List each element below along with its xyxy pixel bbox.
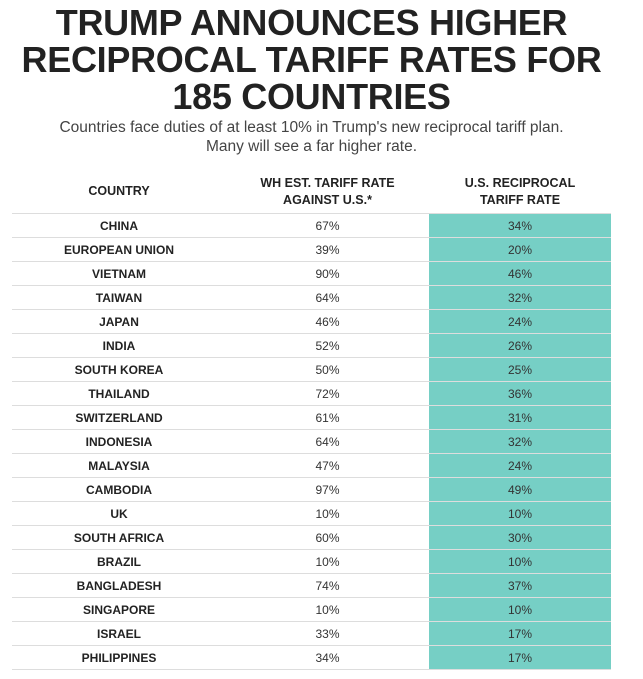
page-title: TRUMP ANNOUNCES HIGHER RECIPROCAL TARIFF…	[0, 4, 623, 115]
title-line-2: RECIPROCAL TARIFF RATES FOR	[21, 39, 602, 80]
cell-country: CAMBODIA	[86, 482, 152, 497]
cell-country: THAILAND	[88, 386, 150, 401]
cell-us-rate: 10%	[429, 502, 611, 525]
cell-us-rate: 30%	[429, 526, 611, 549]
table-row: UK 10% 10%	[12, 502, 611, 526]
table-row: ISRAEL 33% 17%	[12, 622, 611, 646]
cell-wh-rate: 46%	[315, 314, 340, 329]
table-row: MALAYSIA 47% 24%	[12, 454, 611, 478]
table-row: SOUTH KOREA 50% 25%	[12, 358, 611, 382]
cell-us-rate: 36%	[429, 382, 611, 405]
cell-country: SINGAPORE	[82, 602, 155, 617]
table-header-row: COUNTRY WH EST. TARIFF RATE AGAINST U.S.…	[12, 170, 611, 214]
table-row: BANGLADESH 74% 37%	[12, 574, 611, 598]
cell-wh-rate: 64%	[315, 290, 340, 305]
cell-wh-rate: 33%	[315, 626, 340, 641]
cell-country: JAPAN	[99, 314, 139, 329]
cell-wh-rate: 64%	[315, 434, 340, 449]
cell-country: MALAYSIA	[88, 458, 150, 473]
cell-us-rate: 17%	[429, 622, 611, 645]
cell-country: BRAZIL	[97, 554, 141, 569]
cell-us-rate: 46%	[429, 262, 611, 285]
cell-country: INDIA	[102, 338, 136, 353]
page-subtitle: Countries face duties of at least 10% in…	[0, 118, 623, 156]
cell-country: BANGLADESH	[76, 578, 162, 593]
cell-us-rate: 32%	[429, 430, 611, 453]
cell-us-rate: 24%	[429, 454, 611, 477]
table-row: SOUTH AFRICA 60% 30%	[12, 526, 611, 550]
cell-us-rate: 24%	[429, 310, 611, 333]
column-header-country: COUNTRY	[12, 170, 226, 213]
subtitle-line-1: Countries face duties of at least 10% in…	[59, 119, 564, 136]
table-row: EUROPEAN UNION 39% 20%	[12, 238, 611, 262]
cell-wh-rate: 10%	[315, 602, 340, 617]
subtitle-line-2: Many will see a far higher rate.	[205, 138, 418, 155]
cell-wh-rate: 50%	[315, 362, 340, 377]
cell-wh-rate: 97%	[315, 482, 340, 497]
cell-us-rate: 17%	[429, 646, 611, 669]
title-line-1: TRUMP ANNOUNCES HIGHER	[55, 2, 568, 43]
cell-wh-rate: 39%	[315, 242, 340, 257]
cell-wh-rate: 74%	[315, 578, 340, 593]
table-row: TAIWAN 64% 32%	[12, 286, 611, 310]
table-row: CHINA 67% 34%	[12, 214, 611, 238]
table-row: JAPAN 46% 24%	[12, 310, 611, 334]
cell-wh-rate: 10%	[315, 506, 340, 521]
cell-wh-rate: 34%	[315, 650, 340, 665]
cell-wh-rate: 90%	[315, 266, 340, 281]
cell-wh-rate: 72%	[315, 386, 340, 401]
cell-wh-rate: 10%	[315, 554, 340, 569]
cell-us-rate: 25%	[429, 358, 611, 381]
column-header-wh-line-1: WH EST. TARIFF RATE	[260, 175, 395, 190]
cell-us-rate: 49%	[429, 478, 611, 501]
cell-country: ISRAEL	[96, 626, 141, 641]
cell-wh-rate: 47%	[315, 458, 340, 473]
cell-us-rate: 32%	[429, 286, 611, 309]
table-row: INDIA 52% 26%	[12, 334, 611, 358]
cell-country: PHILIPPINES	[81, 650, 157, 665]
column-header-wh-rate: WH EST. TARIFF RATE AGAINST U.S.*	[226, 170, 429, 213]
tariff-table: COUNTRY WH EST. TARIFF RATE AGAINST U.S.…	[12, 170, 611, 670]
column-header-us-rate: U.S. RECIPROCAL TARIFF RATE	[429, 170, 611, 213]
table-row: INDONESIA 64% 32%	[12, 430, 611, 454]
column-header-us-line-2: TARIFF RATE	[479, 192, 561, 207]
table-row: SINGAPORE 10% 10%	[12, 598, 611, 622]
cell-us-rate: 34%	[429, 214, 611, 237]
cell-country: SOUTH KOREA	[74, 362, 164, 377]
table-body: CHINA 67% 34% EUROPEAN UNION 39% 20% VIETNAM 90…	[12, 214, 611, 670]
cell-country: VIETNAM	[92, 266, 146, 281]
table-row: VIETNAM 90% 46%	[12, 262, 611, 286]
cell-country: INDONESIA	[85, 434, 153, 449]
cell-us-rate: 37%	[429, 574, 611, 597]
table-row: THAILAND 72% 36%	[12, 382, 611, 406]
cell-us-rate: 26%	[429, 334, 611, 357]
cell-us-rate: 20%	[429, 238, 611, 261]
cell-country: SWITZERLAND	[75, 410, 163, 425]
cell-country: TAIWAN	[95, 290, 143, 305]
cell-country: EUROPEAN UNION	[63, 242, 174, 257]
cell-country: SOUTH AFRICA	[73, 530, 165, 545]
cell-country: UK	[110, 506, 128, 521]
table-row: CAMBODIA 97% 49%	[12, 478, 611, 502]
column-header-us-line-1: U.S. RECIPROCAL	[464, 175, 576, 190]
cell-wh-rate: 60%	[315, 530, 340, 545]
title-line-3: 185 COUNTRIES	[172, 76, 451, 117]
column-header-wh-line-2: AGAINST U.S.*	[283, 192, 372, 207]
cell-us-rate: 10%	[429, 550, 611, 573]
cell-us-rate: 31%	[429, 406, 611, 429]
table-row: BRAZIL 10% 10%	[12, 550, 611, 574]
cell-us-rate: 10%	[429, 598, 611, 621]
column-header-country-label: COUNTRY	[88, 184, 150, 198]
cell-wh-rate: 67%	[315, 218, 340, 233]
cell-country: CHINA	[100, 218, 138, 233]
table-row: SWITZERLAND 61% 31%	[12, 406, 611, 430]
cell-wh-rate: 52%	[315, 338, 340, 353]
table-row: PHILIPPINES 34% 17%	[12, 646, 611, 670]
cell-wh-rate: 61%	[315, 410, 340, 425]
